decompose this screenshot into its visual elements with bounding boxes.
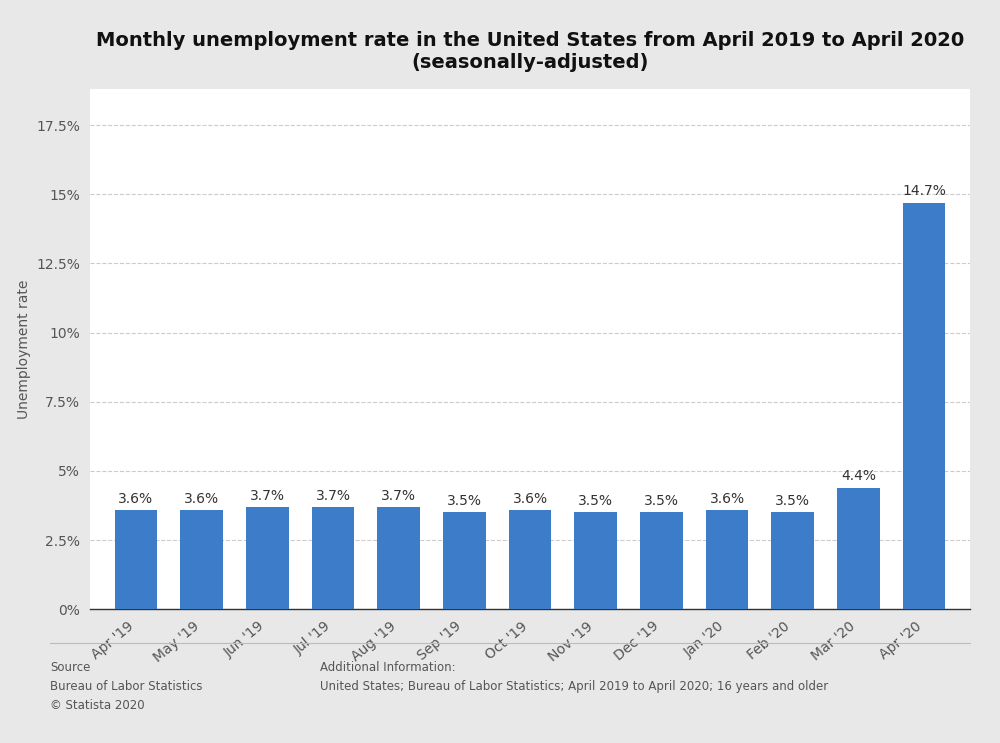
Title: Monthly unemployment rate in the United States from April 2019 to April 2020
(se: Monthly unemployment rate in the United …: [96, 31, 964, 72]
Text: 3.7%: 3.7%: [315, 489, 350, 503]
Bar: [837, 487, 880, 609]
Bar: [509, 510, 551, 609]
Text: 3.6%: 3.6%: [118, 492, 154, 505]
Bar: [246, 507, 289, 609]
Text: Source
Bureau of Labor Statistics
© Statista 2020: Source Bureau of Labor Statistics © Stat…: [50, 661, 202, 713]
Text: 3.6%: 3.6%: [709, 492, 745, 505]
Text: 3.5%: 3.5%: [447, 494, 482, 508]
Text: 3.5%: 3.5%: [644, 494, 679, 508]
Bar: [903, 203, 945, 609]
Bar: [312, 507, 354, 609]
Text: 3.5%: 3.5%: [775, 494, 810, 508]
Text: 3.5%: 3.5%: [578, 494, 613, 508]
Text: 4.4%: 4.4%: [841, 470, 876, 484]
Bar: [115, 510, 157, 609]
Y-axis label: Unemployment rate: Unemployment rate: [17, 279, 31, 419]
Text: 3.6%: 3.6%: [512, 492, 548, 505]
Bar: [574, 513, 617, 609]
Text: 3.7%: 3.7%: [250, 489, 285, 503]
Bar: [377, 507, 420, 609]
Bar: [771, 513, 814, 609]
Bar: [640, 513, 683, 609]
Bar: [180, 510, 223, 609]
Text: 3.7%: 3.7%: [381, 489, 416, 503]
Bar: [706, 510, 748, 609]
Text: 14.7%: 14.7%: [902, 184, 946, 198]
Bar: [443, 513, 486, 609]
Text: Additional Information:
United States; Bureau of Labor Statistics; April 2019 to: Additional Information: United States; B…: [320, 661, 828, 693]
Text: 3.6%: 3.6%: [184, 492, 219, 505]
